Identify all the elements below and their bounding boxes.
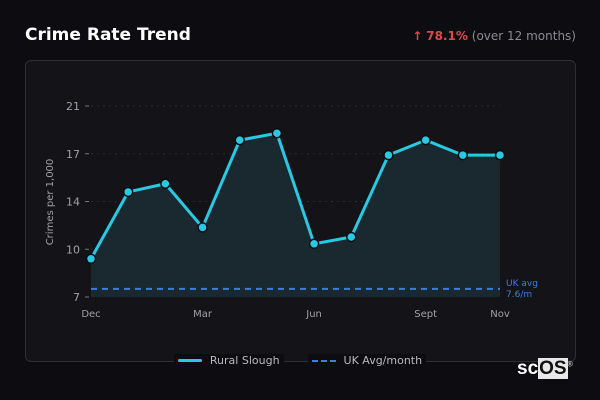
x-tick-label: Nov — [490, 309, 510, 320]
data-point — [122, 186, 134, 198]
data-point — [197, 222, 208, 233]
data-point — [420, 134, 431, 146]
x-tick-label: Jun — [305, 309, 322, 320]
data-point — [85, 253, 97, 265]
y-tick-label: 14 — [66, 196, 80, 209]
chart-legend: Rural Slough UK Avg/month — [0, 354, 600, 367]
change-summary: ↑ 78.1% (over 12 months) — [412, 29, 576, 43]
data-point — [234, 134, 245, 146]
legend-label: UK Avg/month — [343, 354, 423, 367]
x-tick-label: Dec — [81, 309, 100, 320]
data-point — [494, 149, 506, 161]
arrow-up-icon: ↑ — [412, 29, 423, 43]
legend-swatch-solid — [177, 359, 202, 362]
y-tick-label: 7 — [73, 291, 80, 304]
y-tick-label: 17 — [66, 148, 80, 161]
y-tick-label: 10 — [66, 243, 80, 256]
series-line — [89, 131, 500, 260]
uk-average-label: UK avg — [506, 279, 538, 289]
y-axis-label: Crimes per 1,000 — [45, 159, 56, 246]
legend-label: Rural Slough — [209, 354, 280, 367]
x-tick-label: Mar — [193, 309, 213, 320]
legend-item-rural-slough[interactable]: Rural Slough — [173, 354, 284, 367]
data-point — [160, 178, 171, 190]
data-point — [346, 231, 357, 243]
scos-logo: scOS® — [517, 358, 573, 379]
chart-title: Crime Rate Trend — [25, 25, 191, 45]
data-point — [271, 128, 283, 139]
x-tick-label: Sept — [414, 309, 437, 320]
uk-average-value: 7.6/m — [506, 290, 532, 300]
data-point — [457, 149, 469, 161]
legend-swatch-dashed — [311, 359, 336, 362]
change-period: (over 12 months) — [471, 29, 576, 43]
data-point — [308, 238, 320, 250]
series-area — [91, 133, 500, 297]
change-value: 78.1% — [426, 29, 468, 43]
y-tick-label: 21 — [66, 100, 80, 113]
legend-item-uk-avg[interactable]: UK Avg/month — [307, 354, 427, 367]
data-point — [383, 149, 394, 161]
